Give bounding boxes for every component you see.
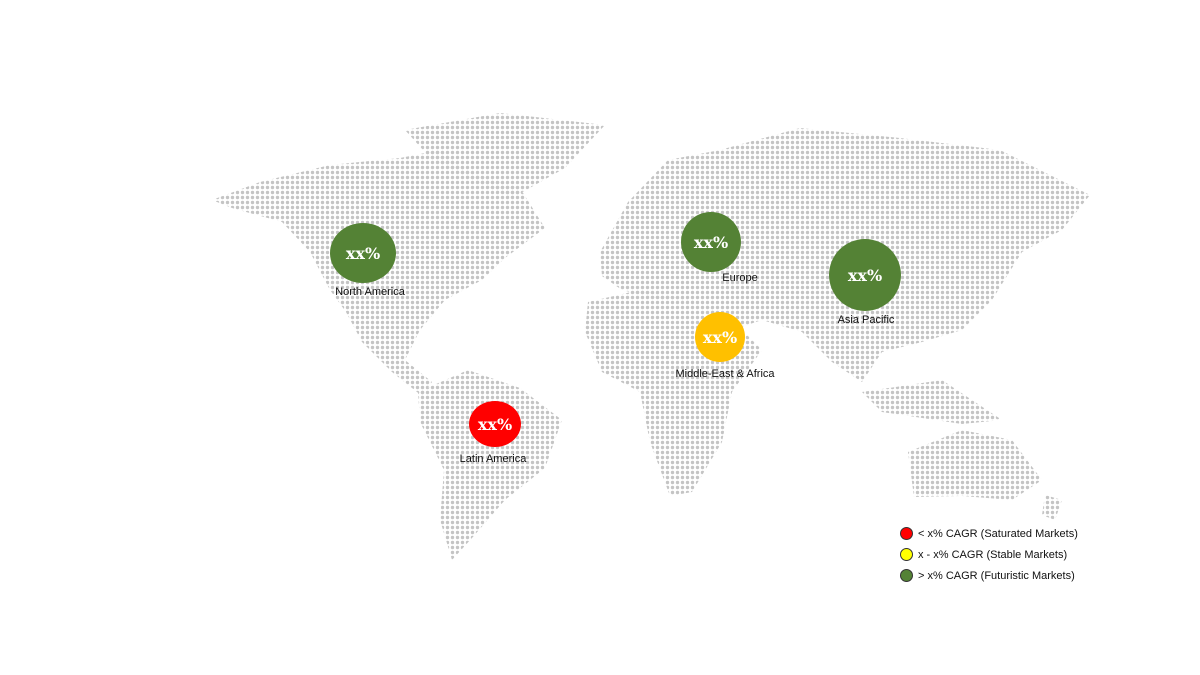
yellow-circle-icon — [900, 548, 913, 561]
label-latin-america: Latin America — [459, 453, 527, 465]
label-middle-east-africa: Middle-East & Africa — [675, 368, 775, 380]
green-circle-icon — [900, 569, 913, 582]
legend-item-futuristic: > x% CAGR (Futuristic Markets) — [900, 565, 1078, 586]
australia-landmass — [908, 430, 1042, 500]
legend-label: x - x% CAGR (Stable Markets) — [918, 548, 1068, 561]
red-circle-icon — [900, 527, 913, 540]
bubble-asia-pacific: xx% — [829, 239, 901, 311]
bubble-north-america: xx% — [330, 223, 396, 283]
south-america-landmass — [418, 370, 562, 560]
legend-label: < x% CAGR (Saturated Markets) — [918, 527, 1078, 540]
southeast-asia-islands — [862, 380, 1002, 424]
label-asia-pacific: Asia Pacific — [837, 314, 895, 326]
bubble-latin-america: xx% — [469, 401, 521, 447]
legend: < x% CAGR (Saturated Markets) x - x% CAG… — [900, 523, 1078, 586]
bubble-middle-east-africa: xx% — [695, 312, 745, 362]
legend-item-saturated: < x% CAGR (Saturated Markets) — [900, 523, 1078, 544]
label-north-america: North America — [335, 286, 405, 298]
legend-label: > x% CAGR (Futuristic Markets) — [918, 569, 1075, 582]
new-zealand-landmass — [1042, 495, 1062, 520]
bubble-europe: xx% — [681, 212, 741, 272]
label-europe: Europe — [722, 272, 758, 284]
greenland-landmass — [405, 113, 605, 198]
legend-item-stable: x - x% CAGR (Stable Markets) — [900, 544, 1078, 565]
